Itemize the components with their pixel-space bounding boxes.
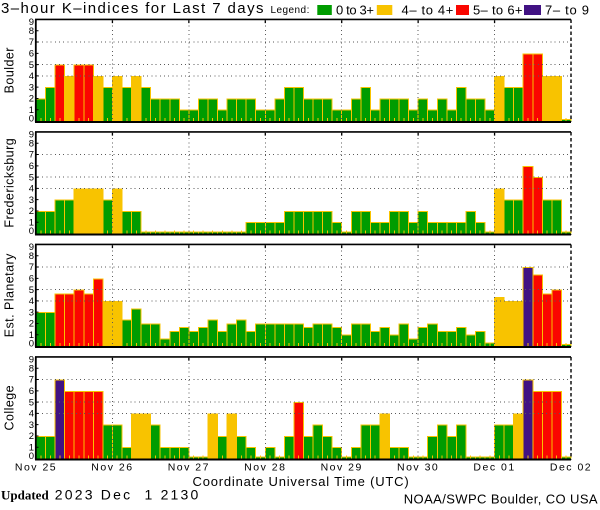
svg-text:8: 8 xyxy=(29,26,34,37)
svg-text:9: 9 xyxy=(29,355,34,366)
svg-text:2: 2 xyxy=(29,431,34,442)
svg-text:8: 8 xyxy=(29,363,34,374)
svg-text:6: 6 xyxy=(29,274,34,285)
svg-text:Nov 25: Nov 25 xyxy=(15,461,57,473)
svg-text:Dec 01: Dec 01 xyxy=(473,461,515,473)
svg-text:3: 3 xyxy=(29,82,34,93)
svg-text:1: 1 xyxy=(29,217,34,228)
svg-text:0: 0 xyxy=(29,226,34,237)
svg-text:5: 5 xyxy=(29,397,34,408)
svg-text:5: 5 xyxy=(29,172,34,183)
svg-text:Legend:: Legend: xyxy=(271,5,310,16)
svg-text:7: 7 xyxy=(29,37,34,48)
svg-text:9: 9 xyxy=(29,130,34,141)
svg-text:7: 7 xyxy=(29,150,34,161)
svg-text:5: 5 xyxy=(29,285,34,296)
svg-text:NOAA/SWPC Boulder, CO USA: NOAA/SWPC Boulder, CO USA xyxy=(404,492,598,507)
svg-text:College: College xyxy=(3,385,17,431)
svg-text:6: 6 xyxy=(29,386,34,397)
svg-text:3: 3 xyxy=(29,195,34,206)
svg-text:Nov 26: Nov 26 xyxy=(91,461,133,473)
svg-text:1: 1 xyxy=(29,330,34,341)
svg-text:4: 4 xyxy=(29,184,34,195)
svg-text:0: 0 xyxy=(29,339,34,350)
svg-text:4– to 4+: 4– to 4+ xyxy=(402,3,455,18)
svg-text:2: 2 xyxy=(29,206,34,217)
svg-text:9: 9 xyxy=(29,17,34,28)
svg-text:6: 6 xyxy=(29,49,34,60)
svg-text:2: 2 xyxy=(29,94,34,105)
svg-text:6: 6 xyxy=(29,161,34,172)
svg-text:7: 7 xyxy=(29,375,34,386)
svg-text:Nov 27: Nov 27 xyxy=(168,461,210,473)
svg-text:0 to 3+: 0 to 3+ xyxy=(336,3,374,18)
svg-text:4: 4 xyxy=(29,71,34,82)
svg-text:Dec 02: Dec 02 xyxy=(550,461,592,473)
svg-text:7: 7 xyxy=(29,262,34,273)
svg-text:3: 3 xyxy=(29,420,34,431)
svg-text:5: 5 xyxy=(29,60,34,71)
svg-text:Boulder: Boulder xyxy=(3,47,17,93)
svg-text:0: 0 xyxy=(29,451,34,462)
svg-text:9: 9 xyxy=(29,242,34,253)
svg-text:Coordinate Universal Time (UTC: Coordinate Universal Time (UTC) xyxy=(193,474,410,489)
svg-text:8: 8 xyxy=(29,138,34,149)
svg-text:5– to 6+: 5– to 6+ xyxy=(473,3,523,18)
svg-text:4: 4 xyxy=(29,409,34,420)
svg-text:2: 2 xyxy=(29,319,34,330)
svg-text:4: 4 xyxy=(29,296,34,307)
svg-text:Nov 28: Nov 28 xyxy=(244,461,286,473)
svg-text:1: 1 xyxy=(29,105,34,116)
svg-text:8: 8 xyxy=(29,251,34,262)
svg-text:Fredericksburg: Fredericksburg xyxy=(3,138,17,228)
svg-text:Est. Planetary: Est. Planetary xyxy=(3,253,17,337)
svg-text:Updated 2023 Dec 1 2130: Updated 2023 Dec 1 2130 xyxy=(1,487,201,503)
svg-text:Nov 30: Nov 30 xyxy=(397,461,439,473)
svg-text:3–hour K–indices for Last 7 da: 3–hour K–indices for Last 7 days xyxy=(1,0,265,17)
svg-text:7– to 9: 7– to 9 xyxy=(545,3,590,18)
svg-text:1: 1 xyxy=(29,442,34,453)
svg-text:Nov 29: Nov 29 xyxy=(321,461,363,473)
svg-text:0: 0 xyxy=(29,114,34,125)
svg-text:3: 3 xyxy=(29,307,34,318)
